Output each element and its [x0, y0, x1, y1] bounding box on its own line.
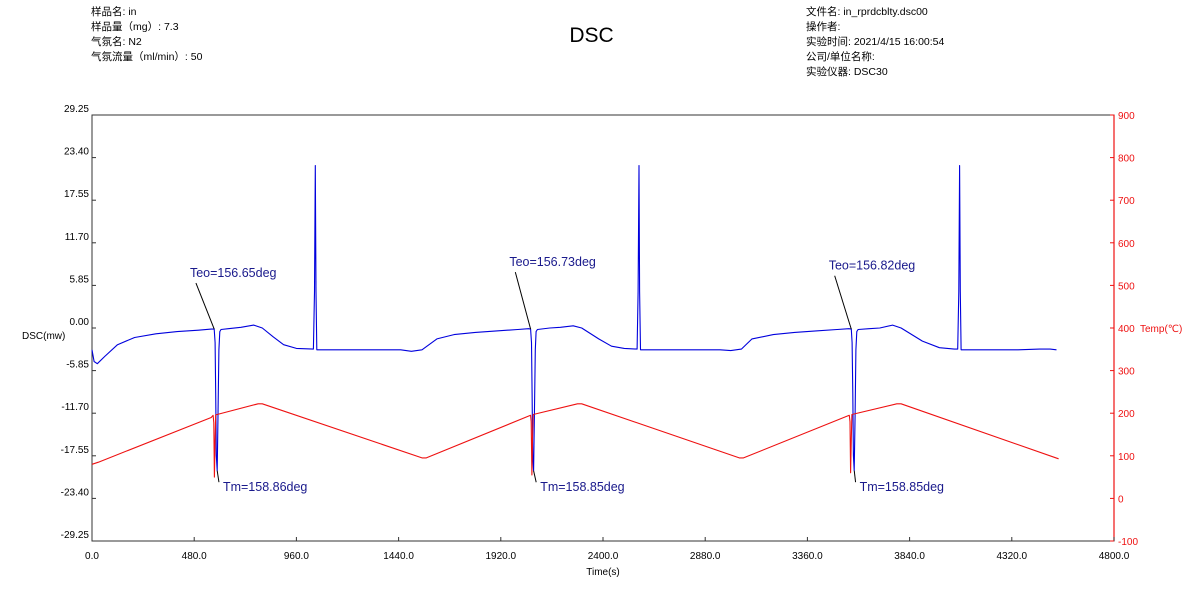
company-row: 公司/单位名称:: [806, 50, 944, 65]
instrument-value: DSC30: [853, 66, 888, 78]
instrument-row: 实验仪器: DSC30: [806, 65, 944, 80]
x-tick-label: 480.0: [182, 551, 207, 562]
y-left-tick-label: 5.85: [70, 274, 90, 285]
y-right-tick-label: 800: [1118, 154, 1135, 165]
tm-annotation-label: Tm=158.85deg: [540, 480, 624, 494]
x-tick-label: 3840.0: [894, 551, 925, 562]
sample-mass-value: 7.3: [163, 21, 179, 33]
time-label: 实验时间:: [806, 36, 851, 48]
y-left-tick-label: -29.25: [61, 530, 90, 541]
y-left-tick-label: -17.55: [61, 445, 90, 456]
y-right-axis-label: Temp(℃): [1140, 324, 1182, 335]
y-right-tick-label: 700: [1118, 196, 1135, 207]
time-value: 2021/4/15 16:00:54: [853, 36, 945, 48]
dsc-series-line: [91, 165, 1057, 472]
company-label: 公司/单位名称:: [806, 51, 875, 63]
file-value: in_rprdcblty.dsc00: [843, 6, 928, 18]
y-left-tick-label: 23.40: [64, 147, 89, 158]
y-right-tick-label: -100: [1118, 537, 1138, 548]
chart-title: DSC: [569, 24, 614, 47]
y-left-tick-label: -5.85: [66, 360, 89, 371]
x-tick-label: 2880.0: [690, 551, 721, 562]
teo-annotation-label: Teo=156.65deg: [190, 266, 277, 280]
time-row: 实验时间: 2021/4/15 16:00:54: [806, 35, 944, 50]
teo-annotation-label: Teo=156.73deg: [509, 255, 596, 269]
temp-series-line: [91, 403, 1059, 478]
y-right-tick-label: 900: [1118, 111, 1135, 122]
tm-leader-line: [216, 470, 220, 483]
x-tick-label: 960.0: [284, 551, 309, 562]
sample-mass-row: 样品量（mg）: 7.3: [91, 20, 202, 35]
y-left-tick-label: -23.40: [61, 487, 90, 498]
teo-leader-line: [834, 275, 852, 330]
teo-leader-line: [514, 271, 532, 330]
tm-leader-line: [853, 470, 857, 483]
gas-name-value: N2: [128, 36, 142, 48]
x-tick-label: 4800.0: [1099, 551, 1130, 562]
operator-label: 操作者:: [806, 21, 841, 33]
y-right-tick-label: 500: [1118, 281, 1135, 292]
y-left-tick-label: -11.70: [61, 402, 89, 413]
y-right-tick-label: 400: [1118, 324, 1135, 335]
y-left-tick-label: 0.00: [70, 317, 90, 328]
x-tick-label: 0.0: [85, 551, 99, 562]
teo-leader-line: [195, 282, 215, 330]
y-left-axis-label: DSC(mw): [22, 331, 65, 342]
y-right-tick-label: 0: [1118, 494, 1124, 505]
y-right-tick-label: 200: [1118, 409, 1135, 420]
gas-flow-row: 气氛流量（ml/min）: 50: [91, 50, 202, 65]
file-row: 文件名: in_rprdcblty.dsc00: [806, 5, 944, 20]
y-left-tick-label: 17.55: [64, 189, 89, 200]
tm-leader-line: [533, 470, 537, 483]
sample-name-row: 样品名: in: [91, 5, 202, 20]
y-right-tick-label: 100: [1118, 452, 1135, 463]
gas-flow-value: 50: [190, 51, 203, 63]
file-label: 文件名:: [806, 6, 841, 18]
x-tick-label: 4320.0: [997, 551, 1028, 562]
y-right-tick-label: 300: [1118, 367, 1135, 378]
sample-mass-label: 样品量（mg）:: [91, 21, 162, 33]
gas-flow-label: 气氛流量（ml/min）:: [91, 51, 188, 63]
tm-annotation-label: Tm=158.85deg: [860, 480, 944, 494]
y-left-tick-label: 11.70: [65, 232, 90, 243]
x-tick-label: 2400.0: [588, 551, 619, 562]
experiment-info-right: 文件名: in_rprdcblty.dsc00 操作者: 实验时间: 2021/…: [806, 5, 944, 80]
x-tick-label: 1440.0: [383, 551, 414, 562]
y-left-tick-label: 29.25: [64, 104, 89, 115]
sample-info-left: 样品名: in 样品量（mg）: 7.3 气氛名: N2 气氛流量（ml/min…: [91, 5, 202, 65]
sample-name-label: 样品名:: [91, 6, 126, 18]
operator-row: 操作者:: [806, 20, 944, 35]
gas-name-label: 气氛名:: [91, 36, 126, 48]
gas-name-row: 气氛名: N2: [91, 35, 202, 50]
sample-name-value: in: [128, 6, 137, 18]
y-right-tick-label: 600: [1118, 239, 1135, 250]
x-tick-label: 1920.0: [486, 551, 517, 562]
tm-annotation-label: Tm=158.86deg: [223, 480, 307, 494]
x-tick-label: 3360.0: [792, 551, 823, 562]
teo-annotation-label: Teo=156.82deg: [829, 259, 916, 273]
instrument-label: 实验仪器:: [806, 66, 851, 78]
x-axis-label: Time(s): [586, 567, 620, 578]
